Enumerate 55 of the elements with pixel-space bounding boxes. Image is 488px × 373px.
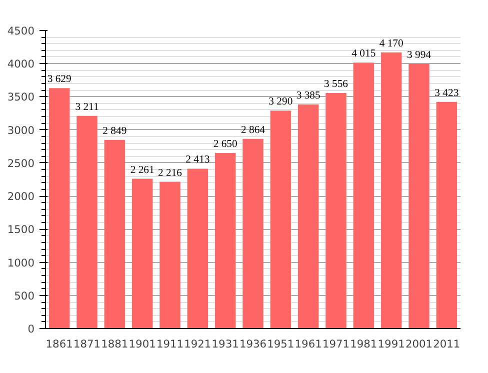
data-label: 2 849 — [102, 126, 127, 137]
data-label: 4 170 — [379, 38, 404, 50]
y-tick-label: 2500 — [7, 156, 35, 170]
bar — [408, 64, 430, 328]
data-label: 2 216 — [158, 168, 183, 179]
bar — [270, 110, 292, 328]
bar — [436, 102, 458, 328]
bar — [160, 182, 180, 328]
x-tick-label: 1881 — [101, 338, 128, 350]
x-tick-label: 1901 — [128, 338, 156, 350]
y-tick-label: 500 — [14, 289, 35, 302]
data-label: 2 413 — [186, 154, 210, 166]
x-tick-label: 1971 — [322, 338, 350, 350]
data-label: 3 994 — [407, 50, 432, 62]
y-tick-label: 4000 — [7, 58, 35, 71]
data-label: 3 211 — [75, 102, 99, 113]
y-tick-label: 4500 — [7, 24, 35, 38]
x-tick-label: 1991 — [378, 338, 405, 350]
x-tick-label: 1931 — [212, 338, 239, 350]
data-label: 3 385 — [296, 90, 320, 102]
y-tick-label: 1500 — [7, 223, 35, 236]
x-tick-label: 1981 — [350, 338, 378, 350]
data-label: 3 556 — [324, 79, 349, 90]
data-label: 3 629 — [47, 74, 72, 86]
bar — [214, 153, 236, 328]
x-tick-label: 1871 — [73, 338, 101, 350]
bar — [380, 52, 402, 328]
bar — [326, 93, 346, 328]
bar — [76, 116, 98, 328]
data-label: 2 261 — [130, 164, 154, 176]
x-tick-label: 2001 — [405, 338, 433, 350]
x-tick-label: 2011 — [433, 338, 460, 350]
x-tick-label: 1961 — [294, 338, 322, 350]
bar — [353, 62, 374, 328]
bar — [242, 138, 264, 328]
bar — [187, 168, 208, 328]
data-label: 3 423 — [434, 88, 459, 99]
data-label: 4 015 — [352, 48, 376, 60]
x-tick-label: 1951 — [267, 338, 294, 350]
x-tick-label: 1911 — [156, 338, 184, 350]
data-label: 3 290 — [268, 96, 293, 108]
x-tick-label: 1936 — [239, 338, 267, 350]
data-label: 2 864 — [241, 124, 266, 136]
bar — [298, 104, 319, 328]
y-tick-label: 2000 — [7, 190, 35, 204]
x-tick-label: 1921 — [184, 338, 212, 350]
data-label: 2 650 — [213, 139, 238, 150]
bar — [48, 88, 70, 328]
bar — [132, 178, 153, 328]
y-tick-label: 0 — [28, 322, 35, 336]
bar — [104, 140, 126, 328]
y-tick-label: 3000 — [7, 124, 35, 137]
x-tick-label: 1861 — [46, 338, 73, 350]
y-tick-label: 1000 — [7, 256, 35, 270]
y-tick-label: 3500 — [7, 90, 35, 104]
